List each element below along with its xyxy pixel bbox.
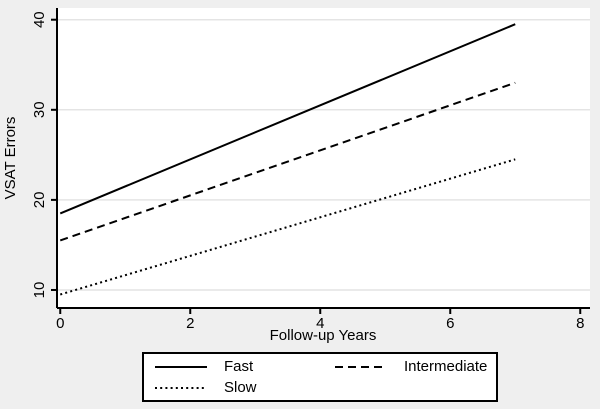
- legend-sample-solid-line-icon: [155, 365, 207, 368]
- series-line-fast: [59, 23, 516, 215]
- x-tick-label-4: 4: [316, 315, 324, 332]
- y-tick-label-30: 30: [31, 101, 48, 118]
- x-axis-title: Follow-up Years: [270, 327, 377, 344]
- y-tick-label-40: 40: [31, 11, 48, 28]
- legend-entry-intermediate: Intermediate: [334, 356, 496, 377]
- legend-entry-fast: Fast: [154, 356, 334, 377]
- x-tick-label-0: 0: [56, 315, 64, 332]
- x-tick-label-2: 2: [186, 315, 194, 332]
- y-tick-label-20: 20: [31, 192, 48, 209]
- series-line-intermediate: [59, 81, 516, 242]
- legend: Fast Intermediate Slow: [142, 352, 498, 402]
- legend-label-slow: Slow: [224, 379, 257, 396]
- legend-sample-dashed-line-icon: [335, 365, 387, 368]
- y-tick-label-10: 10: [31, 282, 48, 299]
- y-axis-title: VSAT Errors: [2, 117, 19, 200]
- x-tick-label-8: 8: [576, 315, 584, 332]
- legend-label-fast: Fast: [224, 358, 254, 375]
- plot-area: [57, 8, 590, 308]
- legend-grid: Fast Intermediate Slow: [144, 354, 496, 398]
- legend-sample-dotted-line-icon: [155, 386, 207, 389]
- chart-canvas: 10 20 30 40 0 2 4 6 8 VSAT Errors Follow-up Year…: [2, 8, 590, 344]
- legend-entry-slow: Slow: [154, 377, 334, 398]
- x-tick-label-6: 6: [446, 315, 454, 332]
- legend-label-intermediate: Intermediate: [404, 358, 488, 375]
- series-line-slow: [59, 158, 516, 296]
